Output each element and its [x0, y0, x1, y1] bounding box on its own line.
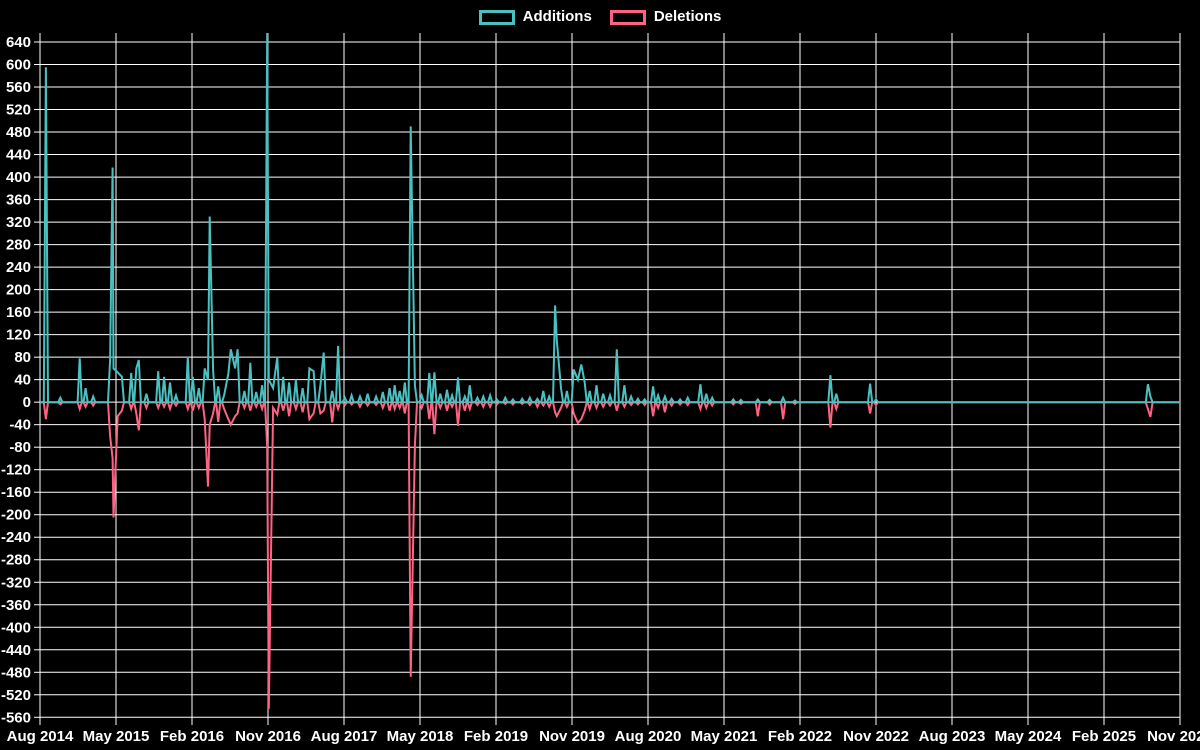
svg-text:-480: -480 [1, 664, 31, 681]
svg-text:-40: -40 [9, 417, 31, 434]
svg-text:-440: -440 [1, 642, 31, 659]
y-axis-labels: 6406005605204804404003603202802402001601… [1, 34, 31, 726]
svg-text:400: 400 [6, 169, 31, 186]
additions-line [40, 33, 1180, 404]
svg-text:-360: -360 [1, 597, 31, 614]
svg-text:Feb 2019: Feb 2019 [464, 728, 528, 745]
svg-text:Nov 2016: Nov 2016 [235, 728, 301, 745]
svg-text:640: 640 [6, 34, 31, 51]
svg-text:Feb 2022: Feb 2022 [768, 728, 832, 745]
svg-text:Aug 2020: Aug 2020 [615, 728, 682, 745]
svg-text:80: 80 [14, 349, 31, 366]
x-axis-labels: Aug 2014 May 2015 Feb 2016 Nov 2016 Aug 2017… [7, 728, 1200, 745]
svg-text:Aug 2014: Aug 2014 [7, 728, 74, 745]
svg-text:600: 600 [6, 57, 31, 74]
svg-text:Feb 2025: Feb 2025 [1072, 728, 1136, 745]
svg-text:200: 200 [6, 282, 31, 299]
svg-text:-280: -280 [1, 552, 31, 569]
additions-swatch-icon [478, 9, 515, 25]
deletions-line [40, 401, 1180, 709]
svg-text:-80: -80 [9, 439, 31, 456]
svg-text:320: 320 [6, 214, 31, 231]
svg-text:0: 0 [23, 394, 31, 411]
legend-item-additions[interactable]: Additions [478, 8, 592, 26]
svg-text:280: 280 [6, 237, 31, 254]
additions-legend-label: Additions [522, 8, 592, 25]
svg-text:240: 240 [6, 259, 31, 276]
chart-legend: Additions Deletions [0, 8, 1200, 26]
svg-text:560: 560 [6, 79, 31, 96]
svg-text:Aug 2017: Aug 2017 [311, 728, 378, 745]
svg-text:May 2015: May 2015 [83, 728, 150, 745]
svg-text:May 2018: May 2018 [387, 728, 454, 745]
svg-text:-520: -520 [1, 687, 31, 704]
svg-text:-160: -160 [1, 484, 31, 501]
svg-text:360: 360 [6, 192, 31, 209]
svg-text:Nov 2019: Nov 2019 [539, 728, 605, 745]
svg-text:Aug 2023: Aug 2023 [919, 728, 986, 745]
deletions-legend-label: Deletions [653, 8, 722, 25]
deletions-swatch-icon [609, 9, 646, 25]
svg-text:-320: -320 [1, 574, 31, 591]
svg-text:-400: -400 [1, 619, 31, 636]
svg-text:May 2024: May 2024 [995, 728, 1062, 745]
svg-text:Nov 2022: Nov 2022 [843, 728, 909, 745]
svg-text:-200: -200 [1, 507, 31, 524]
svg-text:-240: -240 [1, 529, 31, 546]
svg-text:520: 520 [6, 102, 31, 119]
svg-text:120: 120 [6, 327, 31, 344]
svg-text:160: 160 [6, 304, 31, 321]
svg-text:-120: -120 [1, 462, 31, 479]
gridlines [34, 33, 1181, 725]
svg-text:-560: -560 [1, 709, 31, 726]
svg-text:40: 40 [14, 372, 31, 389]
svg-text:440: 440 [6, 147, 31, 164]
svg-text:480: 480 [6, 124, 31, 141]
svg-text:May 2021: May 2021 [691, 728, 758, 745]
legend-item-deletions[interactable]: Deletions [609, 8, 722, 26]
svg-text:Nov 2025: Nov 2025 [1147, 728, 1200, 745]
svg-text:Feb 2016: Feb 2016 [160, 728, 224, 745]
